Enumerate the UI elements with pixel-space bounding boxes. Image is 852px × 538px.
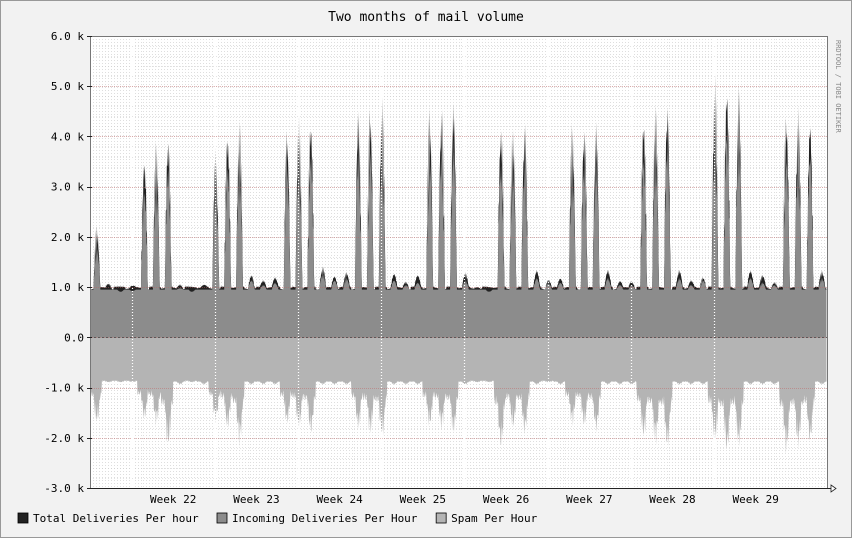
axes	[87, 36, 837, 493]
legend-swatch	[435, 512, 447, 524]
legend-swatch	[17, 512, 29, 524]
y-tick-label: 2.0 k	[51, 231, 84, 244]
rrdtool-watermark: RRDTOOL / TOBI OETIKER	[834, 40, 842, 134]
x-axis-arrow-icon	[830, 484, 837, 493]
legend-swatch	[216, 512, 228, 524]
y-tick-label: 3.0 k	[51, 181, 84, 194]
y-tick-label: 5.0 k	[51, 80, 84, 93]
y-tick-labels: 6.0 k 5.0 k 4.0 k 3.0 k 2.0 k 1.0 k 0.0 -1.0 k -…	[44, 30, 84, 495]
series-spam-per-hour	[90, 337, 827, 455]
legend-label: Incoming Deliveries Per Hour	[232, 512, 418, 525]
chart-title: Two months of mail volume	[328, 10, 524, 25]
x-tick-label: Week 22	[150, 493, 196, 506]
x-tick-label: Week 25	[400, 493, 446, 506]
y-tick-label: 1.0 k	[51, 281, 84, 294]
y-tick-label: -1.0 k	[44, 382, 84, 395]
x-tick-label: Week 23	[233, 493, 279, 506]
x-tick-label: Week 28	[649, 493, 695, 506]
x-tick-label: Week 26	[483, 493, 529, 506]
y-tick-label: -2.0 k	[44, 432, 84, 445]
legend: Total Deliveries Per hour Incoming Delive…	[17, 512, 538, 525]
x-tick-label: Week 29	[732, 493, 778, 506]
legend-label: Total Deliveries Per hour	[33, 512, 199, 525]
x-tick-labels: Week 22 Week 23 Week 24 Week 25 Week 26 Week …	[150, 493, 779, 506]
series-layer	[90, 74, 827, 455]
legend-label: Spam Per Hour	[451, 512, 537, 525]
x-tick-label: Week 27	[566, 493, 612, 506]
y-tick-label: 6.0 k	[51, 30, 84, 43]
x-tick-label: Week 24	[316, 493, 363, 506]
series-incoming-deliveries	[90, 116, 827, 338]
y-tick-label: 4.0 k	[51, 130, 84, 143]
y-tick-label: -3.0 k	[44, 482, 84, 495]
y-tick-label: 0.0	[64, 331, 84, 344]
